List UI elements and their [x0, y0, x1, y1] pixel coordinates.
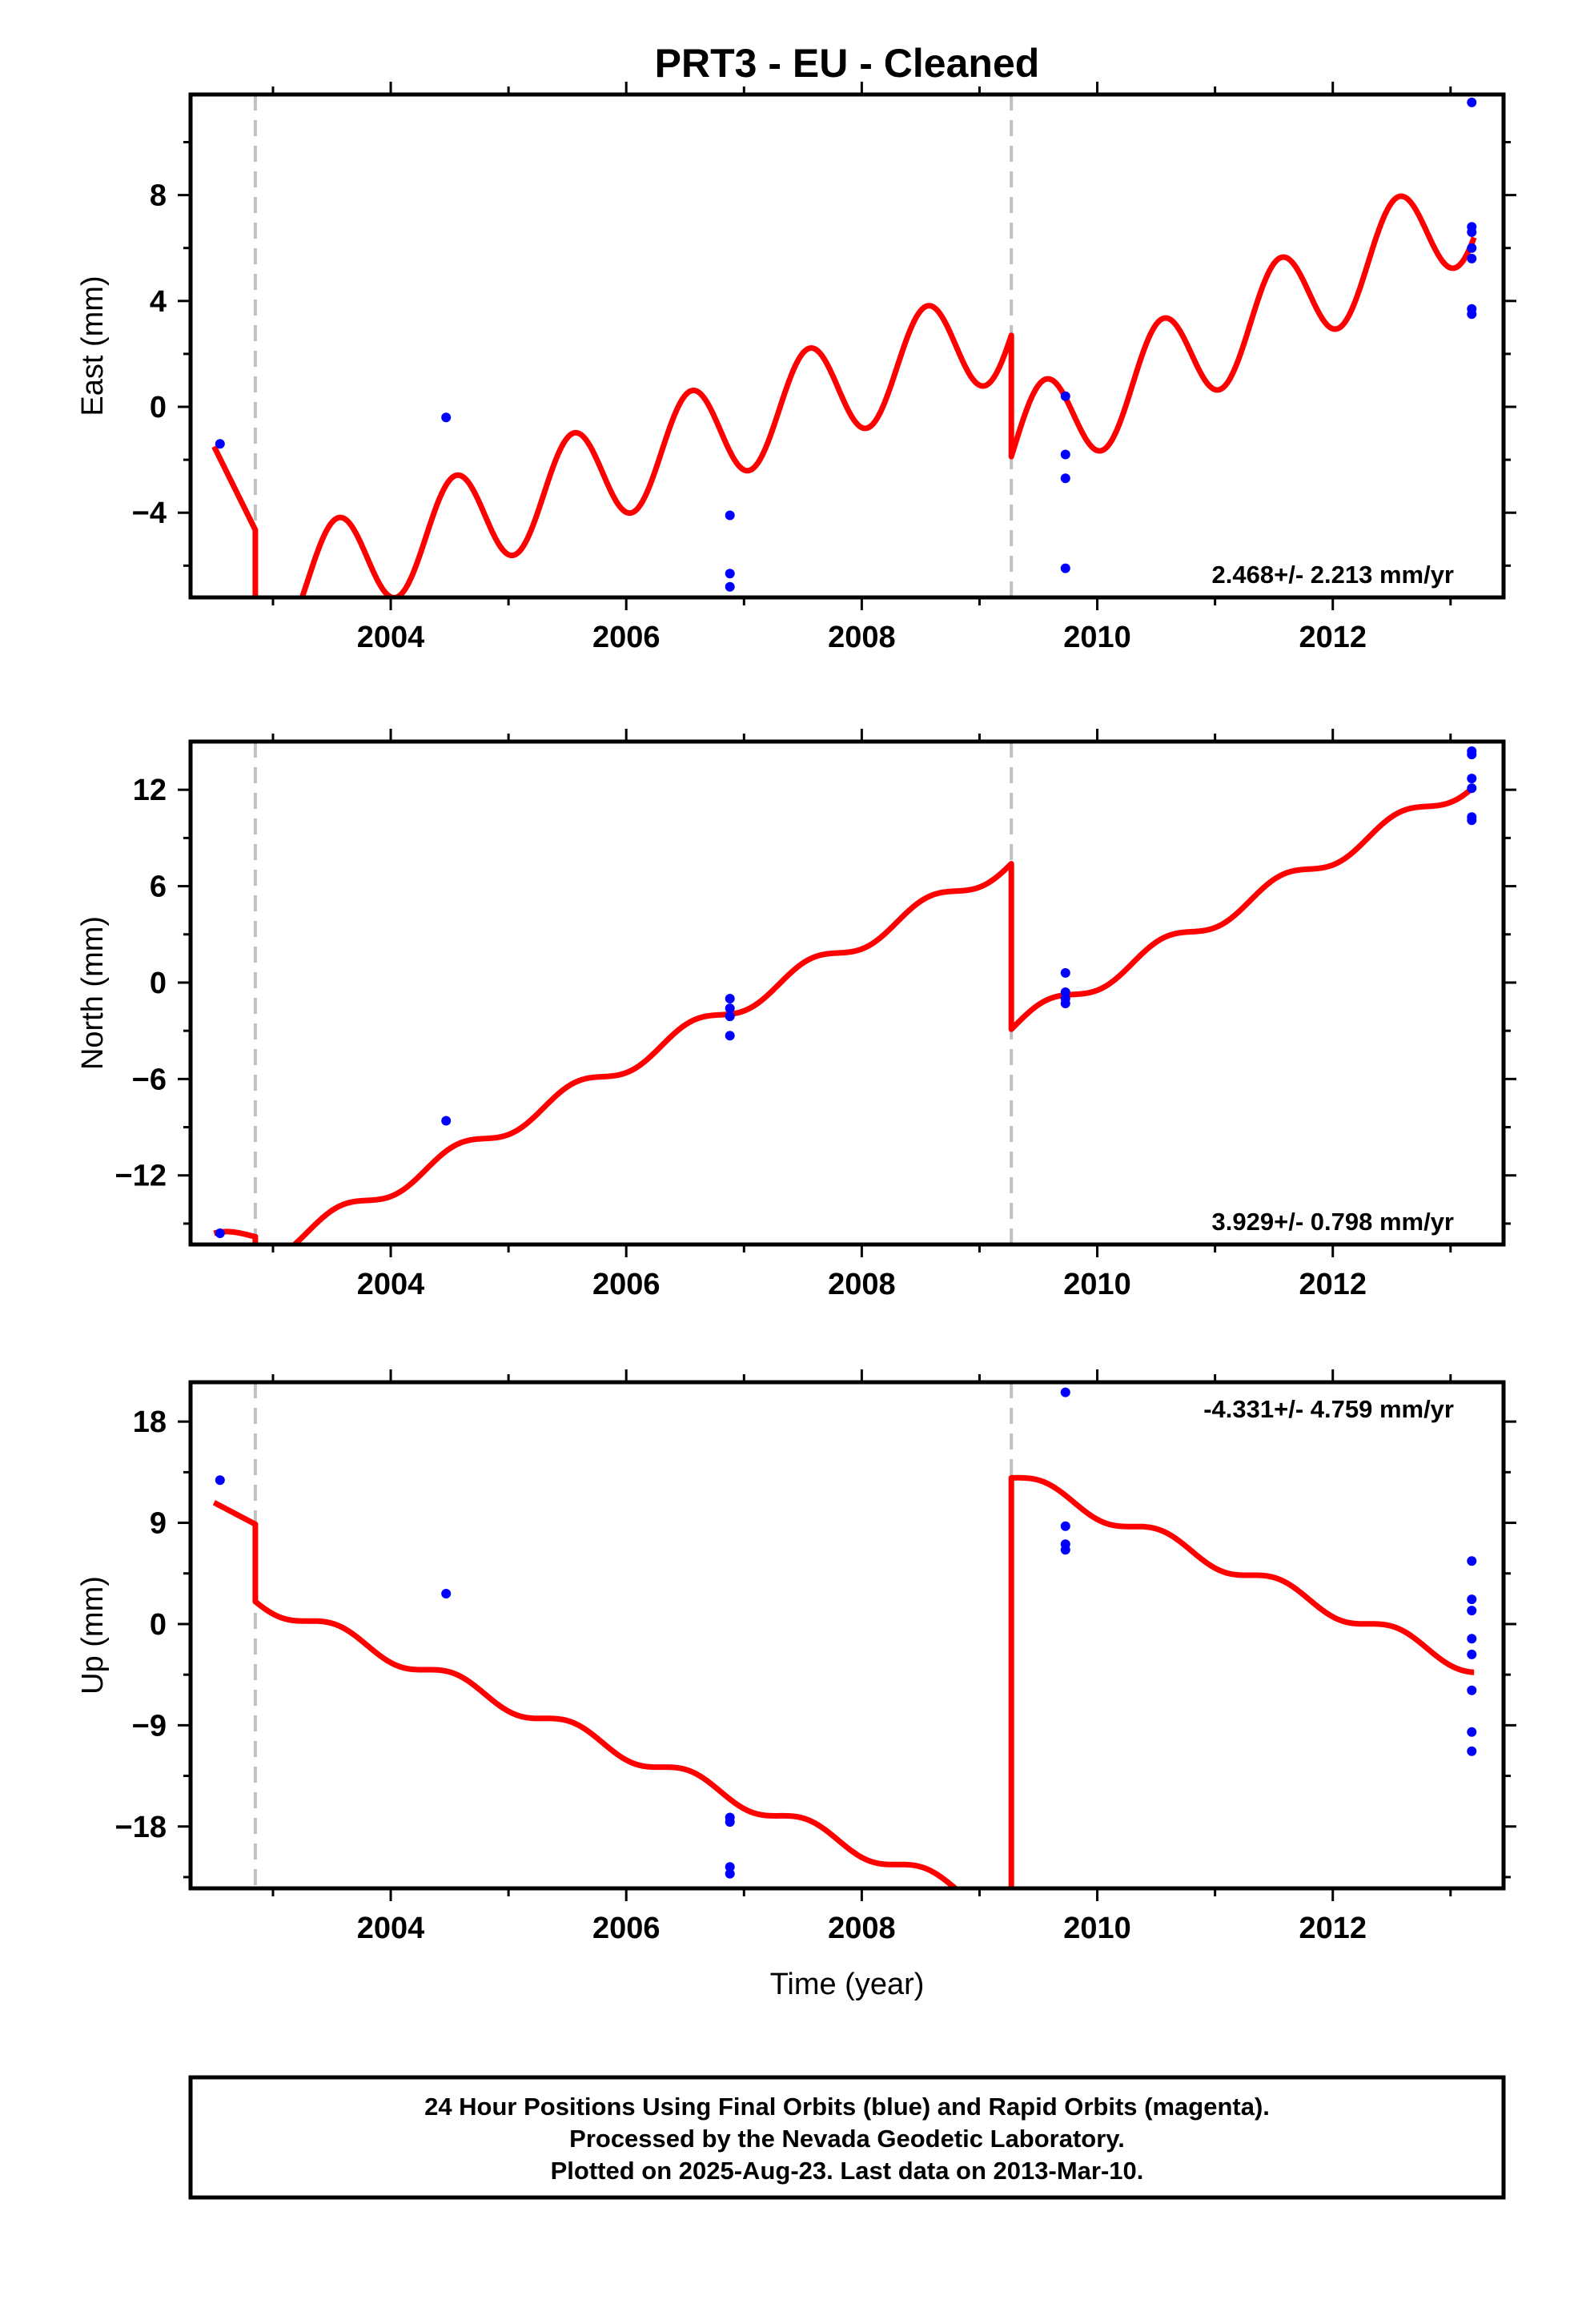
x-axis-label: Time (year): [770, 1968, 925, 2001]
up-data-point-3: [725, 1817, 735, 1827]
north-y-tick-label: −12: [115, 1160, 167, 1193]
east-x-tick-label: 2004: [357, 621, 425, 654]
north-panel: 2004 2006 2008 2010 2012 −12 −6 0 6 12 North (mm) 3…: [76, 729, 1516, 1301]
east-data-point-3: [725, 569, 735, 579]
east-data-point-0: [215, 439, 225, 449]
up-x-tick-label: 2004: [357, 1912, 425, 1945]
north-rate-label: 3.929+/- 0.798 mm/yr: [1212, 1208, 1454, 1236]
east-data-point-8: [1060, 563, 1070, 573]
east-data-point-4: [725, 581, 735, 592]
east-data-point-12: [1467, 243, 1477, 253]
up-data-point-11: [1467, 1594, 1477, 1605]
north-data-point-3: [725, 1003, 735, 1014]
footer-border: [188, 2075, 1506, 2200]
north-model-line: [211, 784, 1476, 1244]
up-x-tick-label: 2012: [1299, 1912, 1367, 1945]
up-data-point-0: [215, 1475, 225, 1486]
north-y-tick-label: 6: [150, 870, 167, 904]
east-data-point-7: [1060, 473, 1070, 484]
up-data-point-14: [1467, 1649, 1477, 1659]
north-y-tick-label: 12: [133, 774, 167, 807]
north-data-point-13: [1467, 783, 1477, 794]
east-data-point-1: [441, 412, 452, 423]
north-y-axis-label: North (mm): [76, 916, 110, 1070]
east-x-tick-label: 2010: [1063, 621, 1131, 654]
east-rate-label: 2.468+/- 2.213 mm/yr: [1212, 561, 1454, 589]
north-data-point-2: [725, 994, 735, 1003]
north-data-point-0: [215, 1228, 225, 1238]
east-y-tick-label: 0: [150, 391, 167, 424]
chart-title: PRT3 - EU - Cleaned: [655, 41, 1040, 86]
north-x-tick-label: 2010: [1063, 1268, 1131, 1301]
up-x-tick-label: 2008: [828, 1912, 896, 1945]
east-y-tick-label: 8: [150, 179, 167, 213]
up-data-point-7: [1060, 1521, 1070, 1531]
up-x-tick-label: 2006: [592, 1912, 661, 1945]
up-data-point-5: [725, 1868, 735, 1879]
up-data-point-6: [1060, 1387, 1070, 1397]
up-panel: 2004 2006 2008 2010 2012 −18 −9 0 9 18 Up (mm) -4.3…: [76, 1369, 1516, 1945]
up-data-point-9: [1060, 1545, 1070, 1555]
up-data-point-4: [725, 1862, 735, 1872]
east-data-point-11: [1467, 227, 1477, 237]
up-data-point-13: [1467, 1634, 1477, 1644]
up-y-axis-label: Up (mm): [76, 1576, 110, 1695]
up-data-point-17: [1467, 1746, 1477, 1756]
footer-box: 24 Hour Positions Using Final Orbits (bl…: [188, 2075, 1506, 2200]
east-frame: [188, 92, 1506, 600]
up-y-tick-label: −9: [132, 1709, 167, 1743]
east-data-point-2: [725, 510, 735, 521]
north-data-point-6: [1060, 967, 1070, 978]
east-data-point-5: [1060, 391, 1070, 401]
north-data-point-11: [1467, 750, 1477, 760]
up-y-tick-label: −18: [115, 1811, 167, 1844]
north-y-tick-label: −6: [132, 1063, 167, 1096]
up-y-tick-label: 18: [133, 1405, 167, 1439]
north-x-tick-label: 2012: [1299, 1268, 1367, 1301]
east-x-tick-label: 2006: [592, 621, 661, 654]
up-data-point-12: [1467, 1606, 1477, 1616]
up-model-line: [211, 1474, 1476, 1888]
up-data-point-10: [1467, 1556, 1477, 1566]
north-data-point-1: [441, 1116, 452, 1126]
north-frame: [188, 739, 1506, 1247]
north-x-tick-label: 2008: [828, 1268, 896, 1301]
footer-line-2: Processed by the Nevada Geodetic Laborat…: [569, 2125, 1125, 2153]
north-y-tick-label: 0: [150, 967, 167, 1000]
east-data-point-6: [1060, 449, 1070, 460]
east-data-point-15: [1467, 309, 1477, 320]
up-y-tick-label: 0: [150, 1608, 167, 1642]
east-panel: 2004 2006 2008 2010 2012 −4 0 4 8 East (mm) 2.468+…: [76, 82, 1516, 654]
up-x-tick-label: 2010: [1063, 1912, 1131, 1945]
north-data-point-9: [1060, 999, 1070, 1008]
north-data-point-4: [725, 1011, 735, 1022]
east-x-tick-label: 2008: [828, 621, 896, 654]
up-y-tick-label: 9: [150, 1507, 167, 1541]
up-data-point-1: [441, 1589, 452, 1598]
east-model-line: [211, 193, 1477, 597]
east-y-tick-label: −4: [132, 497, 167, 530]
footer-line-1: 24 Hour Positions Using Final Orbits (bl…: [424, 2093, 1270, 2121]
east-x-tick-label: 2012: [1299, 621, 1367, 654]
east-y-axis-label: East (mm): [76, 275, 110, 416]
east-y-tick-label: 4: [150, 285, 167, 319]
north-data-point-12: [1467, 774, 1477, 784]
east-data-point-13: [1467, 253, 1477, 263]
up-data-point-16: [1467, 1727, 1477, 1737]
east-data-point-9: [1467, 97, 1477, 107]
up-data-point-15: [1467, 1685, 1477, 1695]
north-data-point-5: [725, 1031, 735, 1041]
north-data-point-15: [1467, 815, 1477, 826]
footer-line-3: Plotted on 2025-Aug-23. Last data on 201…: [551, 2157, 1144, 2185]
up-frame: [188, 1380, 1506, 1891]
north-x-tick-label: 2004: [357, 1268, 425, 1301]
up-rate-label: -4.331+/- 4.759 mm/yr: [1203, 1395, 1454, 1423]
north-x-tick-label: 2006: [592, 1268, 661, 1301]
